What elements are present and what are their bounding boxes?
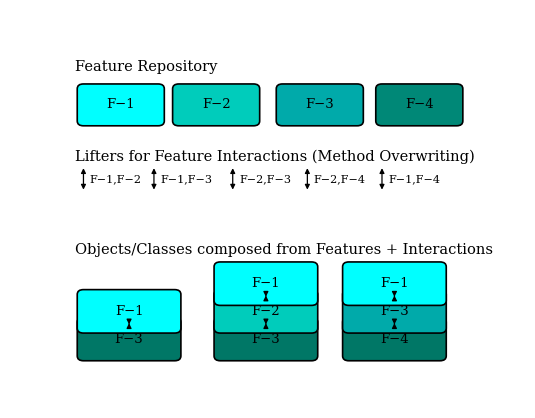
Text: F−1: F−1 (114, 305, 143, 318)
FancyBboxPatch shape (342, 290, 446, 333)
FancyBboxPatch shape (214, 317, 318, 361)
Text: F−3: F−3 (114, 333, 143, 346)
Text: F−1: F−1 (251, 277, 280, 290)
Text: F−1,F−3: F−1,F−3 (160, 174, 212, 184)
FancyBboxPatch shape (376, 84, 463, 126)
Text: F−2: F−2 (202, 98, 231, 111)
Text: F−3: F−3 (305, 98, 334, 111)
Text: Lifters for Feature Interactions (Method Overwriting): Lifters for Feature Interactions (Method… (75, 150, 475, 164)
Text: F−3: F−3 (251, 333, 280, 346)
FancyBboxPatch shape (342, 317, 446, 361)
Text: F−1: F−1 (380, 277, 409, 290)
FancyBboxPatch shape (77, 84, 164, 126)
FancyBboxPatch shape (173, 84, 259, 126)
FancyBboxPatch shape (77, 317, 181, 361)
Text: Objects/Classes composed from Features + Interactions: Objects/Classes composed from Features +… (75, 243, 493, 257)
Text: F−4: F−4 (380, 333, 409, 346)
Text: F−3: F−3 (380, 305, 409, 318)
FancyBboxPatch shape (214, 290, 318, 333)
FancyBboxPatch shape (77, 290, 181, 333)
FancyBboxPatch shape (276, 84, 363, 126)
Text: F−2: F−2 (251, 305, 280, 318)
Text: F−1,F−4: F−1,F−4 (388, 174, 440, 184)
Text: F−2,F−3: F−2,F−3 (239, 174, 291, 184)
Text: F−2,F−4: F−2,F−4 (314, 174, 365, 184)
Text: Feature Repository: Feature Repository (75, 60, 218, 74)
Text: F−4: F−4 (405, 98, 434, 111)
Text: F−1,F−2: F−1,F−2 (90, 174, 142, 184)
Text: F−1: F−1 (106, 98, 135, 111)
FancyBboxPatch shape (214, 262, 318, 306)
FancyBboxPatch shape (342, 262, 446, 306)
